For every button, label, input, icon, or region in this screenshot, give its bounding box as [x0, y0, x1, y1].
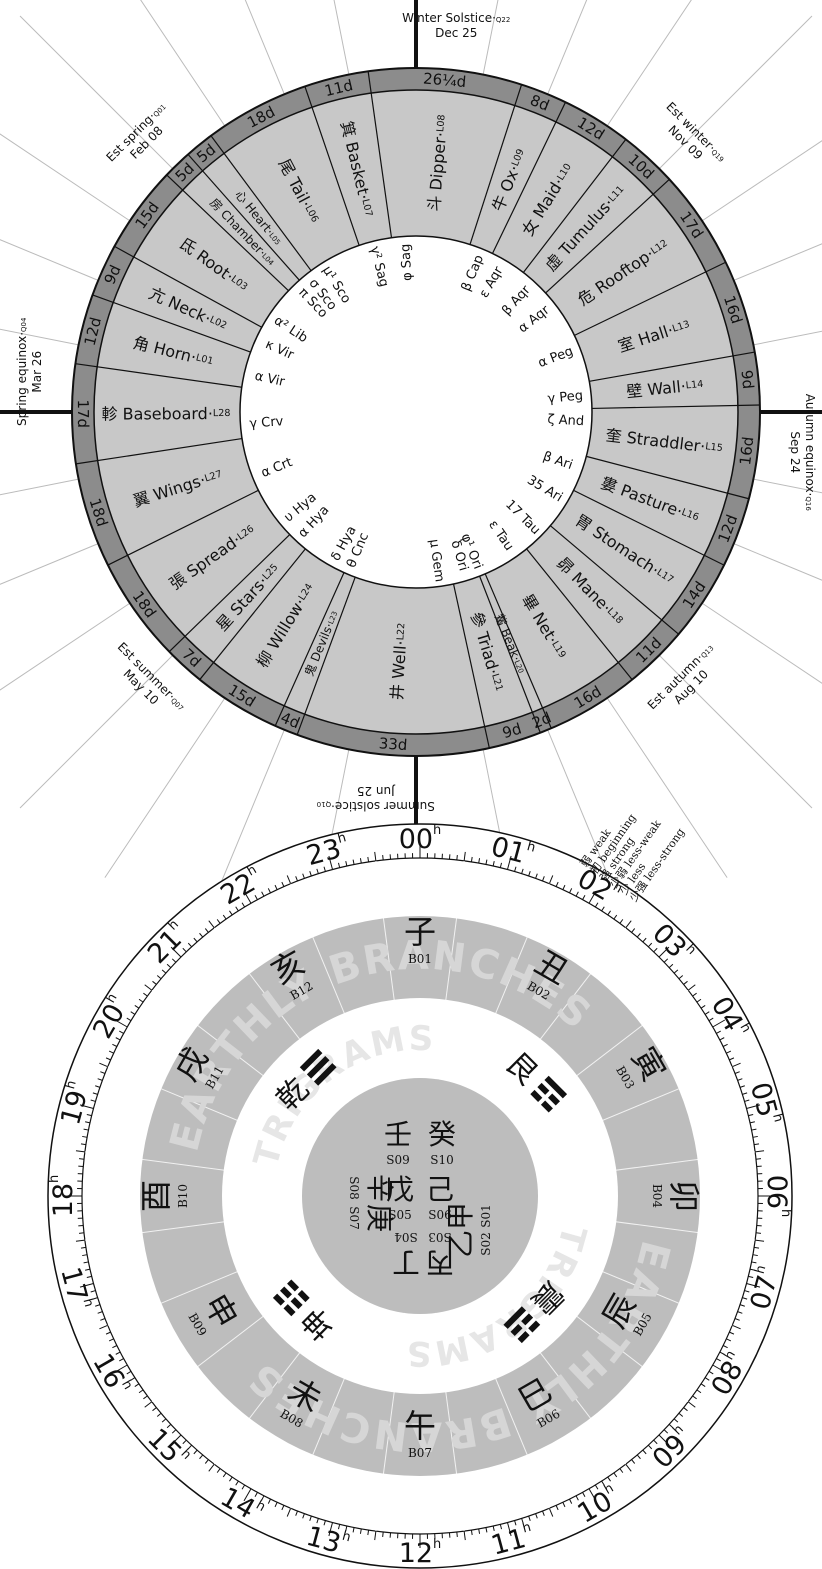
earthly-branches-wheel: 00h01h02h03h04h05h06h07h08h09h10h11h12h1… — [47, 811, 794, 1569]
stem-s02: 乙 S02 — [444, 1230, 493, 1258]
season-name: Winter Solstice·Q22 — [402, 11, 510, 25]
mansion-degree-label: 2d — [529, 708, 553, 732]
season-name: Autumn equinox·Q16 — [803, 394, 817, 512]
stem-code: S07 — [347, 1206, 361, 1230]
mansion-degree-label: 8d — [528, 91, 552, 115]
stem-s09: 壬 S09 — [384, 1118, 412, 1167]
mansion-degree-label: 9d — [500, 720, 523, 743]
stem-code: S02 — [479, 1232, 493, 1256]
stem-s06: 己 S06 — [426, 1173, 454, 1222]
stem-code: S10 — [430, 1153, 454, 1167]
stem-char: 甲 — [444, 1202, 477, 1230]
stem-s01: 甲 S01 — [444, 1202, 493, 1230]
stem-char: 乙 — [444, 1230, 477, 1258]
stem-s10: 癸 S10 — [428, 1118, 456, 1167]
season-date: Sep 24 — [788, 431, 802, 473]
branch-code: B10 — [176, 1184, 190, 1208]
mansion-baseboard: 17d 軫 Baseboard·L28 γ Crv — [74, 399, 284, 431]
stem-char: 庚 — [363, 1204, 396, 1232]
stem-code: S09 — [386, 1153, 410, 1167]
stem-code: S01 — [479, 1204, 493, 1228]
hour-label: 12h — [399, 1537, 442, 1569]
season-date: Mar 26 — [30, 351, 44, 393]
stem-char: 己 — [426, 1173, 454, 1206]
branch-char: 午 — [404, 1407, 436, 1445]
season-date: Dec 25 — [435, 26, 477, 40]
mansion-degree-label: 9d — [738, 369, 758, 390]
determinative-star: μ Gem — [426, 538, 447, 583]
stem-code: S03 — [428, 1230, 452, 1244]
stem-char: 丁 — [392, 1246, 420, 1279]
mansion-degree-label: 33d — [378, 734, 408, 754]
season-date: Jun 25 — [357, 784, 396, 798]
mansion-degree-label: 16d — [736, 436, 757, 467]
inner-star-disc — [239, 235, 593, 589]
hour-label: 18h — [47, 1175, 79, 1218]
stem-disc — [302, 1078, 538, 1314]
mansion-name: 井 Well·L22 — [387, 622, 411, 700]
determinative-star: φ Sag — [398, 243, 415, 281]
branch-char: 子 — [404, 913, 436, 951]
stem-char: 癸 — [428, 1118, 456, 1151]
stem-char: 丙 — [426, 1246, 454, 1279]
hour-label: 00h — [399, 823, 442, 855]
hour-label: 06h — [762, 1175, 794, 1218]
mansion-name: 軫 Baseboard·L28 — [102, 403, 231, 423]
branch-char: 卯 — [665, 1180, 703, 1212]
season-name: Spring equinox·Q04 — [15, 317, 29, 426]
determinative-star: γ Peg — [547, 388, 584, 406]
stem-char: 戊 — [386, 1173, 414, 1206]
determinative-star: γ Crv — [249, 414, 284, 431]
branch-code: B07 — [408, 1446, 432, 1460]
stem-s04: 丁 S04 — [392, 1230, 420, 1279]
stem-s05: 戊 S05 — [386, 1173, 414, 1222]
mansion-degree-label: 4d — [278, 708, 302, 732]
season-name: Summer solstice·Q10 — [317, 799, 435, 813]
branch-char: 酉 — [137, 1180, 175, 1212]
mansion-degree-label: 26¼d — [422, 69, 467, 91]
branch-b10: 酉 B10 — [137, 1180, 190, 1212]
stem-code: S05 — [388, 1208, 412, 1222]
branch-code: B04 — [650, 1184, 664, 1208]
stem-code: S08 — [347, 1176, 361, 1200]
stem-s03: 丙 S03 — [426, 1230, 454, 1279]
mansion-degree-label: 17d — [74, 399, 92, 428]
mansion-well: 33d 井 Well·L22 μ Gem — [378, 538, 447, 754]
determinative-star: ζ And — [547, 412, 584, 429]
branch-code: B01 — [408, 952, 432, 966]
stem-char: 壬 — [384, 1118, 412, 1151]
stem-code: S06 — [428, 1208, 452, 1222]
determinative-star: α Vir — [253, 369, 286, 390]
stem-char: 辛 — [363, 1174, 396, 1202]
stem-code: S04 — [394, 1230, 418, 1244]
